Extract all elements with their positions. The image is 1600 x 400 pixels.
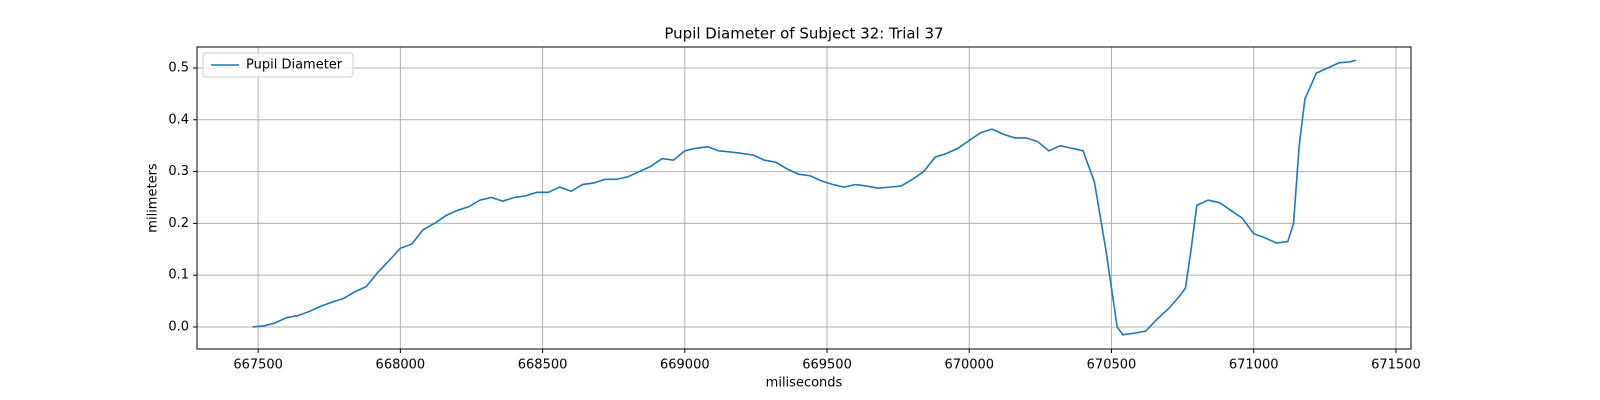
plot-frame <box>196 46 1412 350</box>
x-tick-label: 671500 <box>1371 358 1421 373</box>
legend-label: Pupil Diameter <box>246 58 343 73</box>
y-axis-label: milimeters <box>146 163 161 233</box>
x-tick-label: 669000 <box>660 358 710 373</box>
x-tick-label: 670500 <box>1087 358 1137 373</box>
x-tick-label: 669500 <box>802 358 852 373</box>
legend: Pupil Diameter <box>202 52 354 78</box>
y-tick-label: 0.2 <box>168 216 189 231</box>
x-tick-label: 667500 <box>233 358 283 373</box>
legend-box <box>202 52 354 78</box>
y-tick-label: 0.5 <box>168 60 189 75</box>
data-line <box>252 59 1357 336</box>
y-tick-label: 0.1 <box>168 268 189 283</box>
chart-title: Pupil Diameter of Subject 32: Trial 37 <box>664 25 943 43</box>
x-tick-label: 671000 <box>1229 358 1279 373</box>
x-tick-label: 670000 <box>944 358 994 373</box>
x-tick-label: 668000 <box>376 358 426 373</box>
x-axis-label: miliseconds <box>766 376 843 391</box>
y-tick-label: 0.4 <box>168 112 189 127</box>
y-tick-label: 0.0 <box>168 319 189 334</box>
x-tick-label: 668500 <box>518 358 568 373</box>
y-tick-label: 0.3 <box>168 164 189 179</box>
